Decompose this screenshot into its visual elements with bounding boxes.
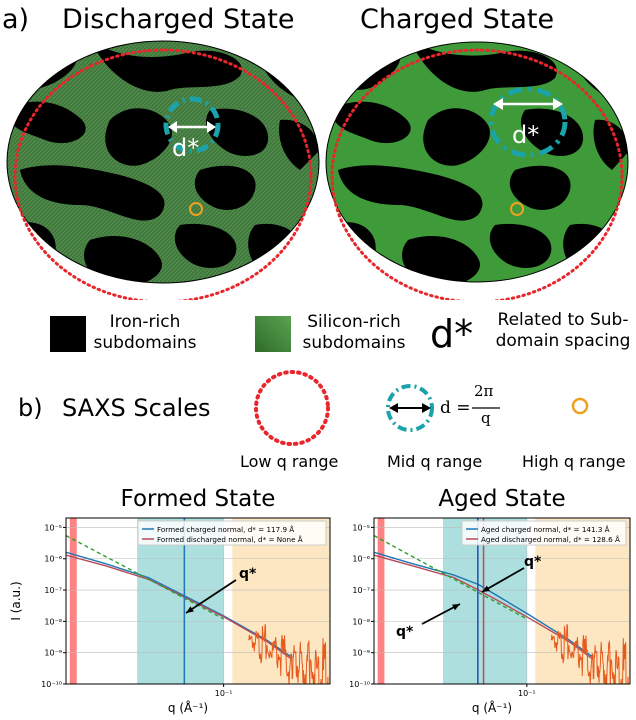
discharged-domain-map xyxy=(6,40,320,300)
series-line-1 xyxy=(66,551,293,659)
qstar-annotation: q* xyxy=(239,566,257,582)
y-tick-label: 10⁻¹⁰ xyxy=(41,680,62,689)
charged-title: Charged State xyxy=(360,4,555,35)
chart-title: Aged State xyxy=(438,486,565,512)
iron-line2: subdomains xyxy=(93,333,197,353)
legend-entry: Formed discharged normal, d* = None Å xyxy=(157,535,303,544)
low-q-label: Low q range xyxy=(240,452,339,471)
high-q-circle xyxy=(571,397,589,415)
silicon-legend-label: Silicon-rich subdomains xyxy=(295,312,413,354)
legend-entry: Formed charged normal, d* = 117.9 Å xyxy=(157,525,294,534)
x-tick-label: 10⁻¹ xyxy=(215,689,233,698)
shaded-range-mid xyxy=(442,518,527,684)
legend-box xyxy=(461,520,627,546)
x-tick-label: 10⁻¹ xyxy=(518,689,536,698)
qstar-arrow xyxy=(481,567,525,593)
qstar-annotation: q* xyxy=(524,554,542,570)
legend-entry: Aged discharged normal, d* = 128.6 Å xyxy=(481,535,620,544)
charged-domain-map xyxy=(325,41,629,300)
qstar-arrow-head xyxy=(186,606,194,613)
series-line-2 xyxy=(66,554,293,661)
series-line-2 xyxy=(374,554,594,661)
series-line-4 xyxy=(248,624,329,684)
shaded-range-mid xyxy=(137,518,224,684)
mid-q-circle xyxy=(386,384,434,432)
formula-numerator: 2π xyxy=(474,382,494,400)
dstar-label-charged: d* xyxy=(512,121,539,149)
x-axis-label: q (Å⁻¹) xyxy=(472,700,512,715)
scale-icons xyxy=(254,370,589,446)
dstar-legend-label: Related to Sub- domain spacing xyxy=(493,310,633,352)
shaded-range-low xyxy=(377,518,385,684)
series-line-4 xyxy=(550,624,629,684)
qstar-arrow xyxy=(185,579,237,614)
formula-lhs: d = xyxy=(440,398,471,418)
y-axis-label: I (a.u.) xyxy=(9,581,23,620)
qstar-arrow-head xyxy=(482,585,490,592)
y-tick-label: 10⁻⁸ xyxy=(44,617,62,626)
qstar-arrow-2-head xyxy=(452,604,460,611)
formula-denominator: q xyxy=(481,409,491,427)
y-tick-label: 10⁻⁷ xyxy=(352,586,370,595)
shaded-range-low xyxy=(69,518,77,684)
y-tick-label: 10⁻⁹ xyxy=(352,649,370,658)
domain-illustrations: d* d* xyxy=(6,40,629,300)
x-axis-label: q (Å⁻¹) xyxy=(168,700,208,715)
high-q-label: High q range xyxy=(522,452,626,471)
y-tick-label: 10⁻⁷ xyxy=(44,586,62,595)
dstar-line1: Related to Sub- xyxy=(497,310,629,330)
dstar-label-discharged: d* xyxy=(172,134,199,162)
series-line-3 xyxy=(374,534,528,620)
panel-b-label: b) xyxy=(18,394,43,422)
legend-box xyxy=(137,520,327,546)
silicon-line1: Silicon-rich xyxy=(307,312,401,332)
iron-line1: Iron-rich xyxy=(109,312,181,332)
y-tick-label: 10⁻⁶ xyxy=(352,555,370,564)
dstar-symbol: d* xyxy=(430,312,474,356)
y-tick-label: 10⁻⁵ xyxy=(352,523,370,532)
dstar-line2: domain spacing xyxy=(495,331,631,351)
silicon-swatch xyxy=(255,316,291,352)
plot-frame xyxy=(65,517,331,685)
silicon-line2: subdomains xyxy=(302,333,406,353)
legend-entry: Aged charged normal, d* = 141.3 Å xyxy=(481,525,610,534)
qstar-annotation-2: q* xyxy=(396,624,414,640)
plot-frame xyxy=(373,517,631,685)
iron-legend-label: Iron-rich subdomains xyxy=(90,312,200,354)
y-tick-label: 10⁻⁸ xyxy=(352,617,370,626)
chart-title: Formed State xyxy=(121,486,276,512)
iron-swatch xyxy=(50,316,86,352)
y-tick-label: 10⁻¹⁰ xyxy=(349,680,370,689)
panel-a-label: a) xyxy=(2,4,30,35)
discharged-title: Discharged State xyxy=(62,4,295,35)
chart-1: Formed State 10⁻¹⁰ 10⁻⁹ 10⁻⁸ 10⁻⁷ 10⁻⁶ 10⁻⁵ 10⁻… xyxy=(9,486,331,715)
saxs-title: SAXS Scales xyxy=(62,394,211,422)
y-tick-label: 10⁻⁹ xyxy=(44,649,62,658)
mid-q-label: Mid q range xyxy=(387,452,483,471)
chart-2: Aged State 10⁻¹⁰ 10⁻⁹ 10⁻⁸ 10⁻⁷ 10⁻⁶ 10⁻⁵ 10⁻¹ q… xyxy=(349,486,631,715)
saxs-charts: Formed State 10⁻¹⁰ 10⁻⁹ 10⁻⁸ 10⁻⁷ 10⁻⁶ 10⁻⁵ 10⁻… xyxy=(9,486,631,715)
y-tick-label: 10⁻⁵ xyxy=(44,523,62,532)
y-tick-label: 10⁻⁶ xyxy=(44,555,62,564)
low-q-circle xyxy=(254,370,330,446)
